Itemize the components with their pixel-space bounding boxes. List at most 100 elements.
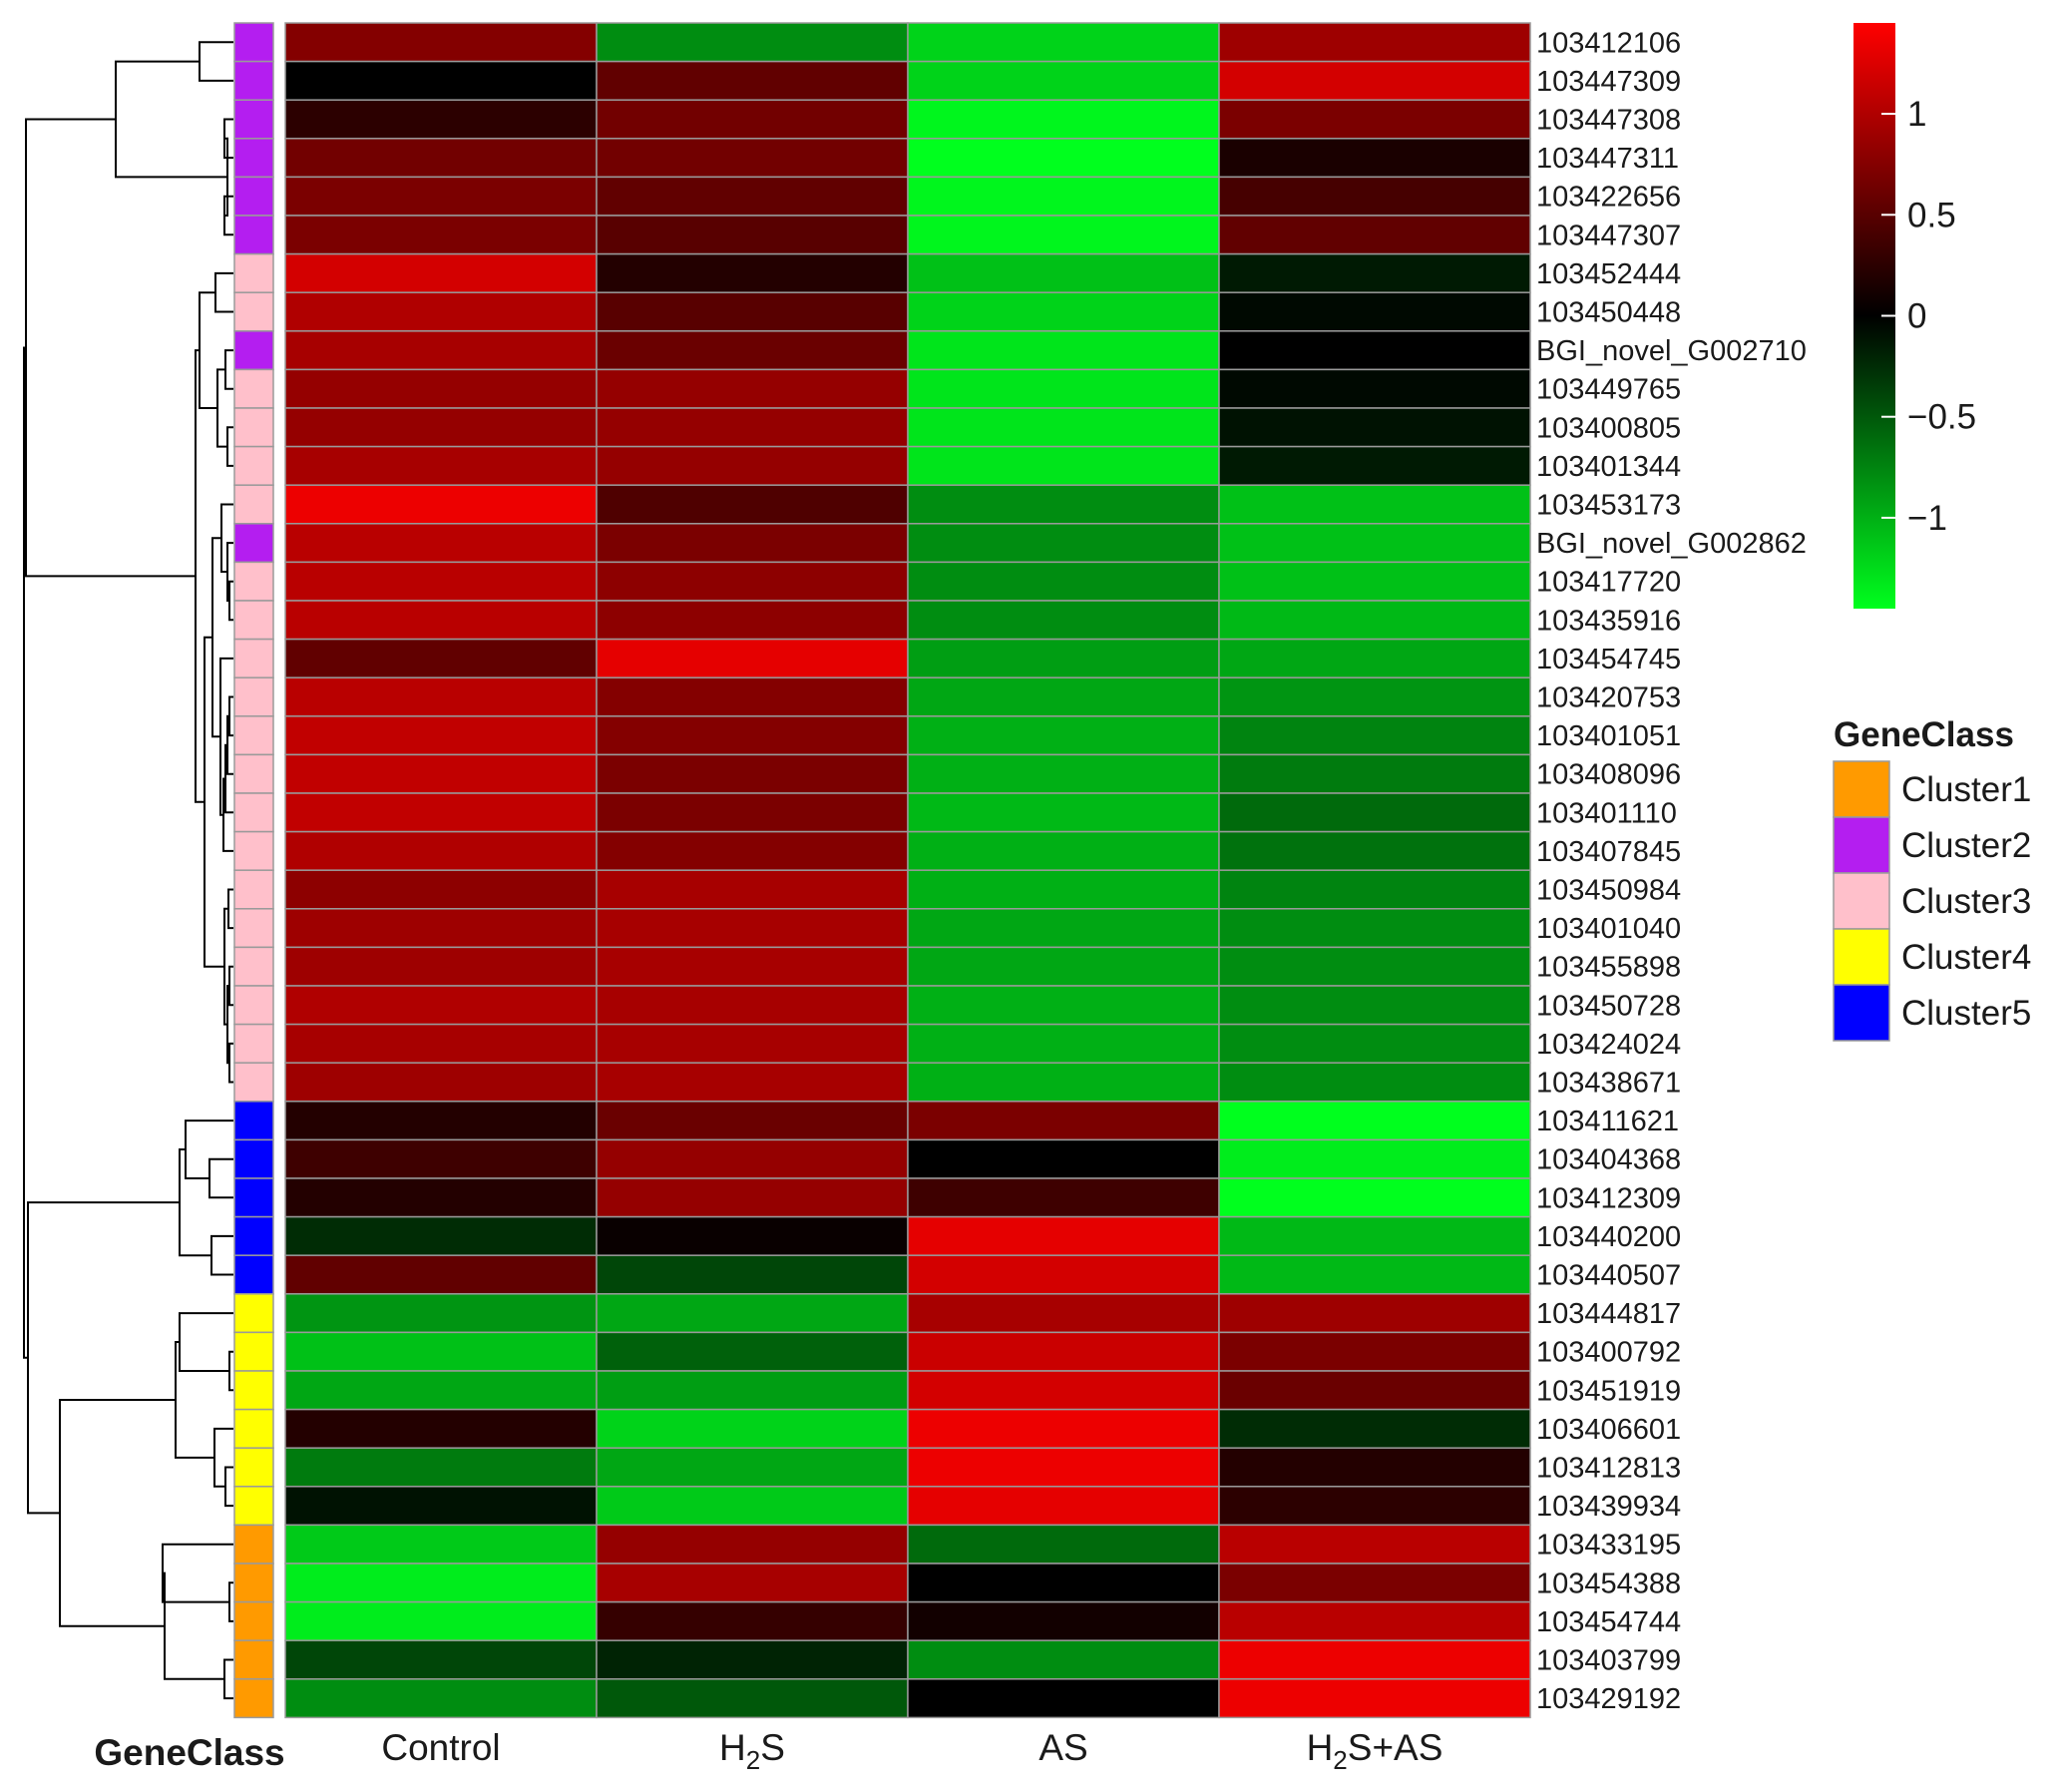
heatmap-cell xyxy=(284,22,598,63)
heatmap-cell xyxy=(284,1524,598,1565)
row-label: 103407845 xyxy=(1536,836,1681,868)
row-label: 103401051 xyxy=(1536,720,1681,752)
heatmap-cell xyxy=(907,291,1220,332)
heatmap-cell xyxy=(907,600,1220,641)
heatmap-cell xyxy=(1218,138,1531,179)
row-label: 103424024 xyxy=(1536,1029,1681,1061)
heatmap-cell xyxy=(907,176,1220,217)
heatmap-cell xyxy=(284,484,598,525)
annotation-axis-label: GeneClass xyxy=(94,1732,284,1773)
geneclass-cell xyxy=(233,1331,274,1372)
heatmap-cell xyxy=(284,1101,598,1141)
column-labels: Control H2S AS H2S+AS xyxy=(381,1727,1442,1775)
color-scale-tick-label: −0.5 xyxy=(1907,398,1976,437)
heatmap-cell xyxy=(1218,1600,1531,1641)
geneclass-cell xyxy=(233,985,274,1026)
heatmap-cell xyxy=(596,1138,909,1179)
dendrogram-branch xyxy=(228,1581,233,1622)
heatmap-cell xyxy=(1218,407,1531,448)
heatmap-cell xyxy=(907,407,1220,448)
heatmap-cell xyxy=(1218,99,1531,140)
heatmap-cell xyxy=(1218,176,1531,217)
dendrogram-branch xyxy=(204,636,224,968)
heatmap-cell xyxy=(907,946,1220,987)
heatmap-cell xyxy=(1218,445,1531,486)
heatmap-cell xyxy=(284,1293,598,1334)
row-label: 103450984 xyxy=(1536,875,1681,907)
heatmap-cell xyxy=(907,484,1220,525)
heatmap-cell xyxy=(1218,330,1531,371)
heatmap-cell xyxy=(907,1370,1220,1411)
dendrogram-branch xyxy=(226,426,233,467)
heatmap-cell xyxy=(1218,1331,1531,1372)
row-label: 103412309 xyxy=(1536,1182,1681,1214)
column-label: H2S+AS xyxy=(1307,1727,1443,1775)
row-label: 103417720 xyxy=(1536,567,1681,599)
row-label: 103420753 xyxy=(1536,682,1681,714)
heatmap-cell xyxy=(907,368,1220,409)
heatmap-cell xyxy=(907,330,1220,371)
heatmap-cell xyxy=(907,1177,1220,1218)
heatmap-cell xyxy=(1218,215,1531,255)
heatmap-cell xyxy=(1218,830,1531,871)
heatmap-cell xyxy=(1218,908,1531,949)
heatmap-cell xyxy=(907,1293,1220,1334)
geneclass-cell xyxy=(233,1101,274,1141)
heatmap-cell xyxy=(596,445,909,486)
dendrogram-branch xyxy=(162,1543,233,1603)
row-label: 103435916 xyxy=(1536,605,1681,637)
row-label: 103403799 xyxy=(1536,1645,1681,1677)
heatmap-cell xyxy=(284,215,598,255)
color-scale-tick-label: 1 xyxy=(1907,95,1926,134)
dendrogram-branch xyxy=(224,349,233,390)
heatmap-cell xyxy=(284,523,598,564)
row-label: BGI_novel_G002862 xyxy=(1536,528,1807,560)
heatmap-cell xyxy=(284,908,598,949)
geneclass-cell xyxy=(233,561,274,602)
dendrogram-branch xyxy=(214,271,233,313)
row-label: 103447309 xyxy=(1536,66,1681,98)
heatmap-cell xyxy=(1218,1678,1531,1719)
heatmap-cell xyxy=(1218,1023,1531,1064)
row-label: 103447308 xyxy=(1536,105,1681,137)
heatmap-cell xyxy=(596,1447,909,1488)
heatmap-cell xyxy=(284,60,598,101)
dendrogram-branch xyxy=(213,1427,233,1488)
heatmap-cell xyxy=(1218,715,1531,756)
geneclass-cell xyxy=(233,1639,274,1680)
legend-swatch xyxy=(1833,984,1890,1042)
row-label: 103422656 xyxy=(1536,182,1681,214)
heatmap-cell xyxy=(284,792,598,833)
geneclass-cell xyxy=(233,445,274,486)
column-label: H2S xyxy=(719,1727,785,1775)
heatmap-cell xyxy=(1218,523,1531,564)
heatmap-cell xyxy=(596,869,909,910)
heatmap-cell xyxy=(907,252,1220,293)
heatmap-cells xyxy=(284,22,1531,1719)
heatmap-cell xyxy=(1218,1486,1531,1527)
heatmap-cell xyxy=(1218,1639,1531,1680)
heatmap-cell xyxy=(1218,60,1531,101)
row-label: 103449765 xyxy=(1536,374,1681,406)
heatmap-cell xyxy=(1218,676,1531,717)
heatmap-cell xyxy=(284,1678,598,1719)
heatmap-cell xyxy=(596,407,909,448)
dendrogram-branch xyxy=(228,580,233,622)
dendrogram-branch xyxy=(199,41,233,82)
heatmap-cell xyxy=(284,445,598,486)
heatmap-cell xyxy=(596,1600,909,1641)
heatmap-cell xyxy=(907,60,1220,101)
row-label: 103408096 xyxy=(1536,759,1681,791)
row-label: 103406601 xyxy=(1536,1414,1681,1446)
geneclass-cell xyxy=(233,22,274,63)
heatmap-cell xyxy=(284,1138,598,1179)
heatmap-cell xyxy=(1218,1138,1531,1179)
row-label: 103454745 xyxy=(1536,644,1681,675)
heatmap-cell xyxy=(907,1138,1220,1179)
dendrogram-branch xyxy=(220,503,233,574)
heatmap-cell xyxy=(596,1023,909,1064)
geneclass-cell xyxy=(233,638,274,678)
dendrogram-branch xyxy=(25,118,196,578)
heatmap-cell xyxy=(907,676,1220,717)
row-label: 103438671 xyxy=(1536,1068,1681,1100)
